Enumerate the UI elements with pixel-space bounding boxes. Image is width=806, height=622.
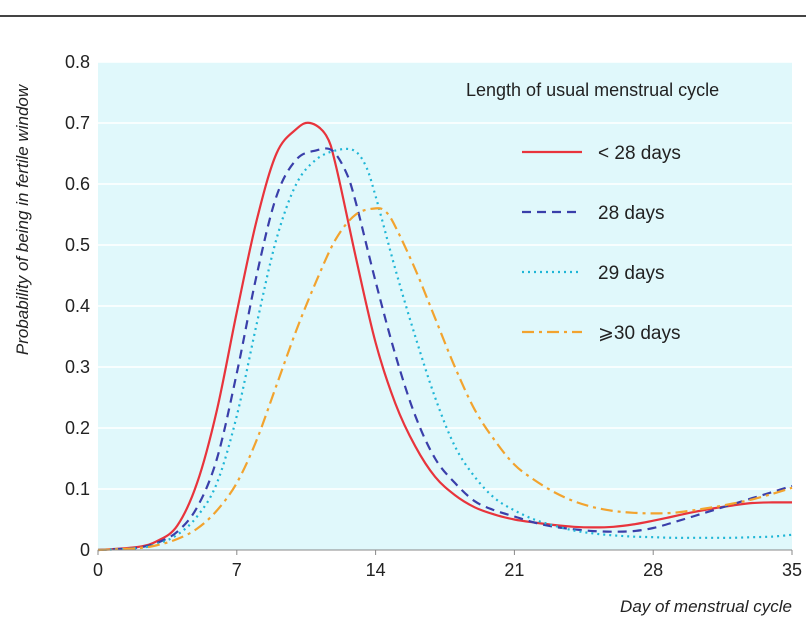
y-tick-label: 0.5	[65, 235, 90, 255]
series-layer	[97, 121, 793, 552]
series-line	[97, 147, 793, 552]
x-tick-label: 21	[504, 560, 524, 580]
y-tick-label: 0	[80, 540, 90, 560]
y-tick-label: 0.8	[65, 52, 90, 72]
legend-title: Length of usual menstrual cycle	[466, 80, 719, 100]
x-tick-label: 28	[643, 560, 663, 580]
x-tick-label: 35	[782, 560, 802, 580]
legend: Length of usual menstrual cycle < 28 day…	[466, 80, 719, 344]
legend-label: 28 days	[598, 203, 665, 224]
y-axis-title: Probability of being in fertile window	[13, 83, 32, 355]
legend-label: ⩾30 days	[598, 323, 680, 344]
y-axis-ticks: 0 0.1 0.2 0.3 0.4 0.5 0.6 0.7 0.8	[65, 52, 90, 560]
y-tick-label: 0.1	[65, 479, 90, 499]
x-tick-label: 7	[232, 560, 242, 580]
y-tick-label: 0.2	[65, 418, 90, 438]
series-line	[97, 121, 793, 552]
y-tick-label: 0.7	[65, 113, 90, 133]
y-tick-label: 0.4	[65, 296, 90, 316]
legend-label: < 28 days	[598, 143, 681, 164]
x-axis-title: Day of menstrual cycle	[620, 597, 792, 616]
x-tick-label: 0	[93, 560, 103, 580]
legend-items: < 28 days 28 days 29 days ⩾30 days	[522, 143, 681, 344]
y-tick-label: 0.3	[65, 357, 90, 377]
x-axis-ticks: 0 7 14 21 28 35	[93, 550, 802, 580]
legend-label: 29 days	[598, 263, 665, 284]
series-line	[97, 207, 793, 552]
x-tick-label: 14	[366, 560, 386, 580]
y-tick-label: 0.6	[65, 174, 90, 194]
